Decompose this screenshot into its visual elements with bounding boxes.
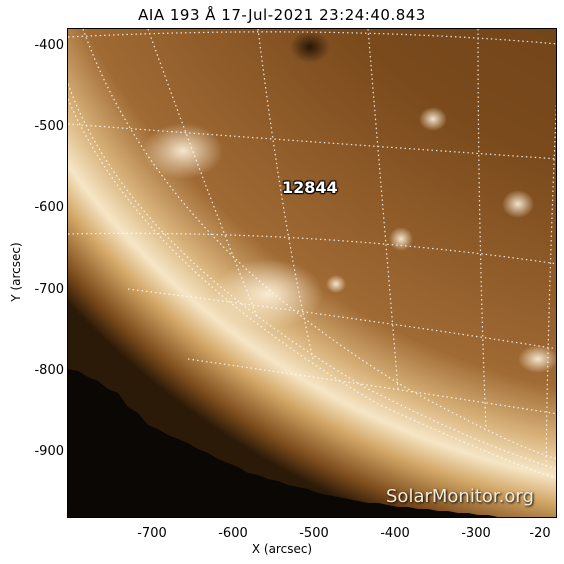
y-tick-label: -800 [34,363,64,378]
heliographic-grid [68,29,556,479]
bright-point [419,107,447,131]
x-tick-label: -300 [461,526,491,541]
region-label: 12844 [282,178,338,197]
dark-spot [290,31,330,63]
x-axis-title: X (arcsec) [251,542,313,556]
x-tick-label: -500 [299,526,329,541]
solar-image-frame [67,28,557,518]
bright-point [389,227,413,251]
x-tick-label: -20 [529,526,551,541]
plot-title: AIA 193 Å 17-Jul-2021 23:24:40.843 [138,6,426,24]
y-axis-title: Y (arcsec) [9,242,23,302]
bright-loop [143,123,223,179]
bright-loop [213,259,323,329]
x-tick-label: -600 [218,526,248,541]
y-tick-label: -700 [34,282,64,297]
solar-image [68,29,556,517]
x-tick-label: -400 [380,526,410,541]
bright-point [502,190,534,218]
space-background [68,369,508,517]
bright-point [326,275,346,293]
y-tick-label: -900 [34,444,64,459]
x-tick-label: -700 [137,526,167,541]
bright-point [518,345,556,373]
y-tick-label: -600 [34,200,64,215]
y-tick-label: -500 [34,119,64,134]
y-tick-label: -400 [34,38,64,53]
solarmonitor-watermark: SolarMonitor.org [386,486,534,507]
